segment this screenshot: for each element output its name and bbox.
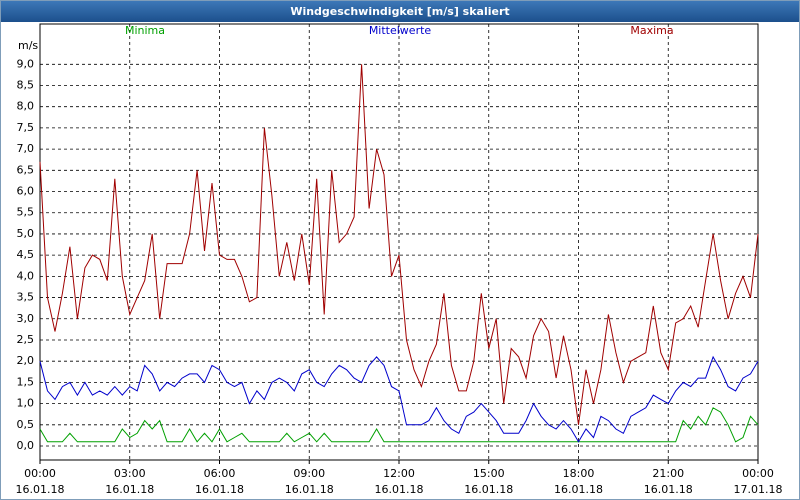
x-tick-date: 16.01.18 bbox=[464, 483, 513, 496]
data-line bbox=[39, 407, 759, 443]
x-tick-date: 16.01.18 bbox=[375, 483, 424, 496]
data-line bbox=[39, 355, 759, 443]
x-tick-date: 16.01.18 bbox=[644, 483, 693, 496]
legend-label: Maxima bbox=[630, 24, 673, 37]
y-tick-label: 7,0 bbox=[17, 142, 35, 155]
y-tick-label: 7,5 bbox=[17, 121, 35, 134]
y-tick-label: 0,5 bbox=[17, 418, 35, 431]
y-tick-label: 4,0 bbox=[17, 269, 35, 282]
x-tick-label: 12:00 bbox=[383, 467, 415, 480]
y-tick-label: 5,5 bbox=[17, 206, 35, 219]
y-tick-label: 8,5 bbox=[17, 78, 35, 91]
legend-label: Minima bbox=[125, 24, 165, 37]
y-tick-label: 3,0 bbox=[17, 312, 35, 325]
x-tick-label: 00:00 bbox=[24, 467, 56, 480]
x-tick-date: 16.01.18 bbox=[285, 483, 334, 496]
x-tick-label: 03:00 bbox=[114, 467, 146, 480]
y-tick-label: 5,0 bbox=[17, 227, 35, 240]
y-tick-label: 4,5 bbox=[17, 248, 35, 261]
x-tick-label: 00:00 bbox=[742, 467, 774, 480]
y-tick-label: 2,0 bbox=[17, 354, 35, 367]
y-tick-label: 6,5 bbox=[17, 163, 35, 176]
y-tick-label: 1,0 bbox=[17, 397, 35, 410]
y-tick-label: 9,0 bbox=[17, 57, 35, 70]
x-tick-label: 15:00 bbox=[473, 467, 505, 480]
x-tick-date: 16.01.18 bbox=[554, 483, 603, 496]
data-line bbox=[39, 64, 759, 425]
x-tick-date: 16.01.18 bbox=[16, 483, 65, 496]
chart-title: Windgeschwindigkeit [m/s] skaliert bbox=[290, 5, 509, 18]
y-tick-label: 1,5 bbox=[17, 375, 35, 388]
legend-label: Mittelwerte bbox=[369, 24, 432, 37]
y-tick-label: 8,0 bbox=[17, 100, 35, 113]
x-tick-label: 18:00 bbox=[563, 467, 595, 480]
x-tick-label: 09:00 bbox=[293, 467, 325, 480]
x-tick-date: 16.01.18 bbox=[195, 483, 244, 496]
y-tick-label: 0,0 bbox=[17, 439, 35, 452]
y-axis-label: m/s bbox=[18, 39, 38, 52]
y-tick-label: 3,5 bbox=[17, 291, 35, 304]
x-tick-label: 21:00 bbox=[652, 467, 684, 480]
title-bar bbox=[1, 1, 799, 22]
x-tick-date: 16.01.18 bbox=[105, 483, 154, 496]
y-tick-label: 6,0 bbox=[17, 185, 35, 198]
x-tick-date: 17.01.18 bbox=[734, 483, 783, 496]
x-tick-label: 06:00 bbox=[204, 467, 236, 480]
y-tick-label: 2,5 bbox=[17, 333, 35, 346]
